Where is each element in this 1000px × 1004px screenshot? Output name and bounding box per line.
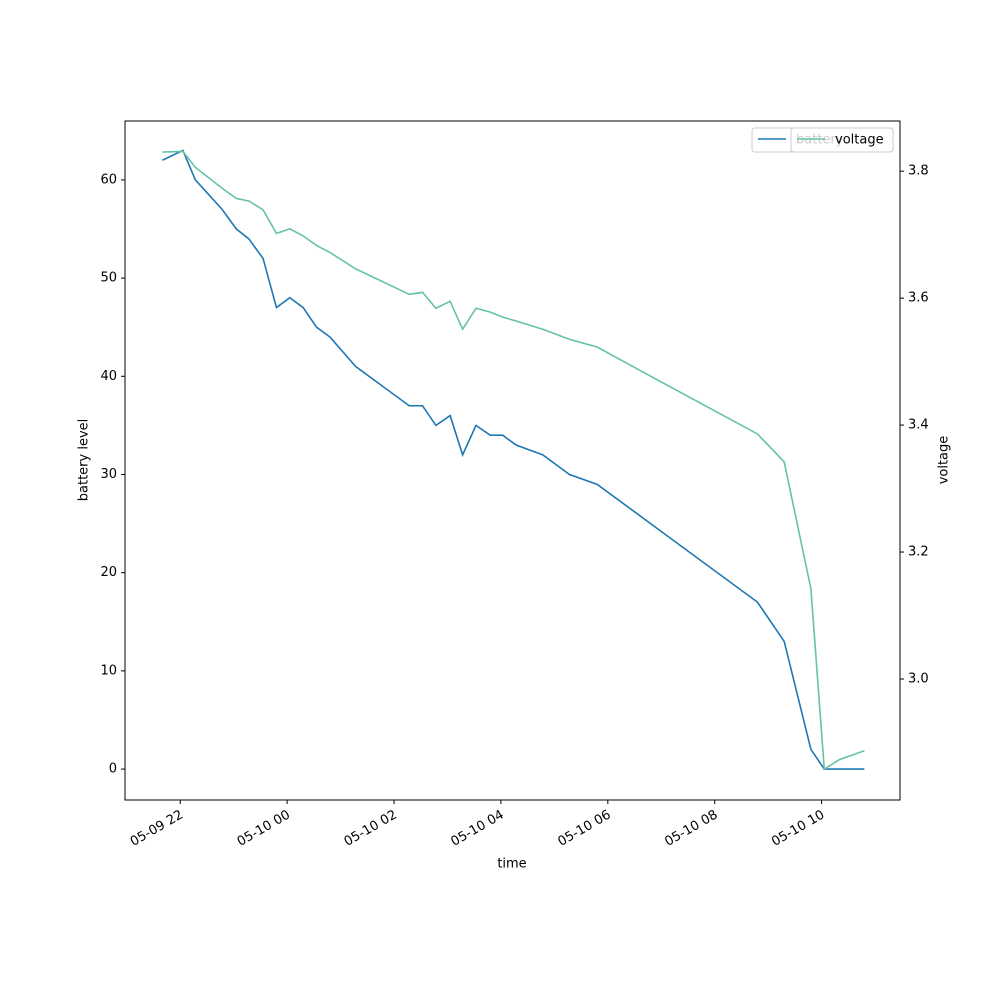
y2-tick-label: 3.0: [908, 672, 929, 687]
x-tick-label: 05-10 04: [449, 808, 507, 850]
y2-tick-label: 3.2: [908, 545, 929, 560]
y-tick-label: 40: [100, 369, 117, 384]
x-tick-label: 05-10 10: [769, 808, 827, 850]
legend-box: [790, 127, 894, 153]
x-tick-label: 05-10 00: [235, 808, 293, 850]
plot-frame: [124, 120, 901, 801]
y-axis-label: battery level: [77, 419, 92, 502]
y-tick-label: 60: [100, 172, 117, 187]
y-tick-label: 50: [100, 271, 117, 286]
x-tick-label: 05-09 22: [128, 808, 186, 850]
y2-tick-label: 3.6: [908, 291, 929, 306]
y-tick-label: 0: [109, 762, 117, 777]
legend-label: voltage: [835, 133, 884, 148]
y2-tick-label: 3.4: [908, 418, 929, 433]
data-line: [162, 150, 865, 771]
x-tick-label: 05-10 08: [662, 808, 720, 850]
x-tick-label: 05-10 06: [555, 808, 613, 850]
y-tick-label: 20: [100, 565, 117, 580]
x-axis-label: time: [497, 857, 526, 872]
y2-axis-label: voltage: [937, 436, 952, 485]
data-line: [162, 149, 865, 770]
y-tick-label: 30: [100, 467, 117, 482]
x-tick-label: 05-10 02: [342, 808, 400, 850]
y-tick-label: 10: [100, 663, 117, 678]
y2-tick-label: 3.8: [908, 164, 929, 179]
